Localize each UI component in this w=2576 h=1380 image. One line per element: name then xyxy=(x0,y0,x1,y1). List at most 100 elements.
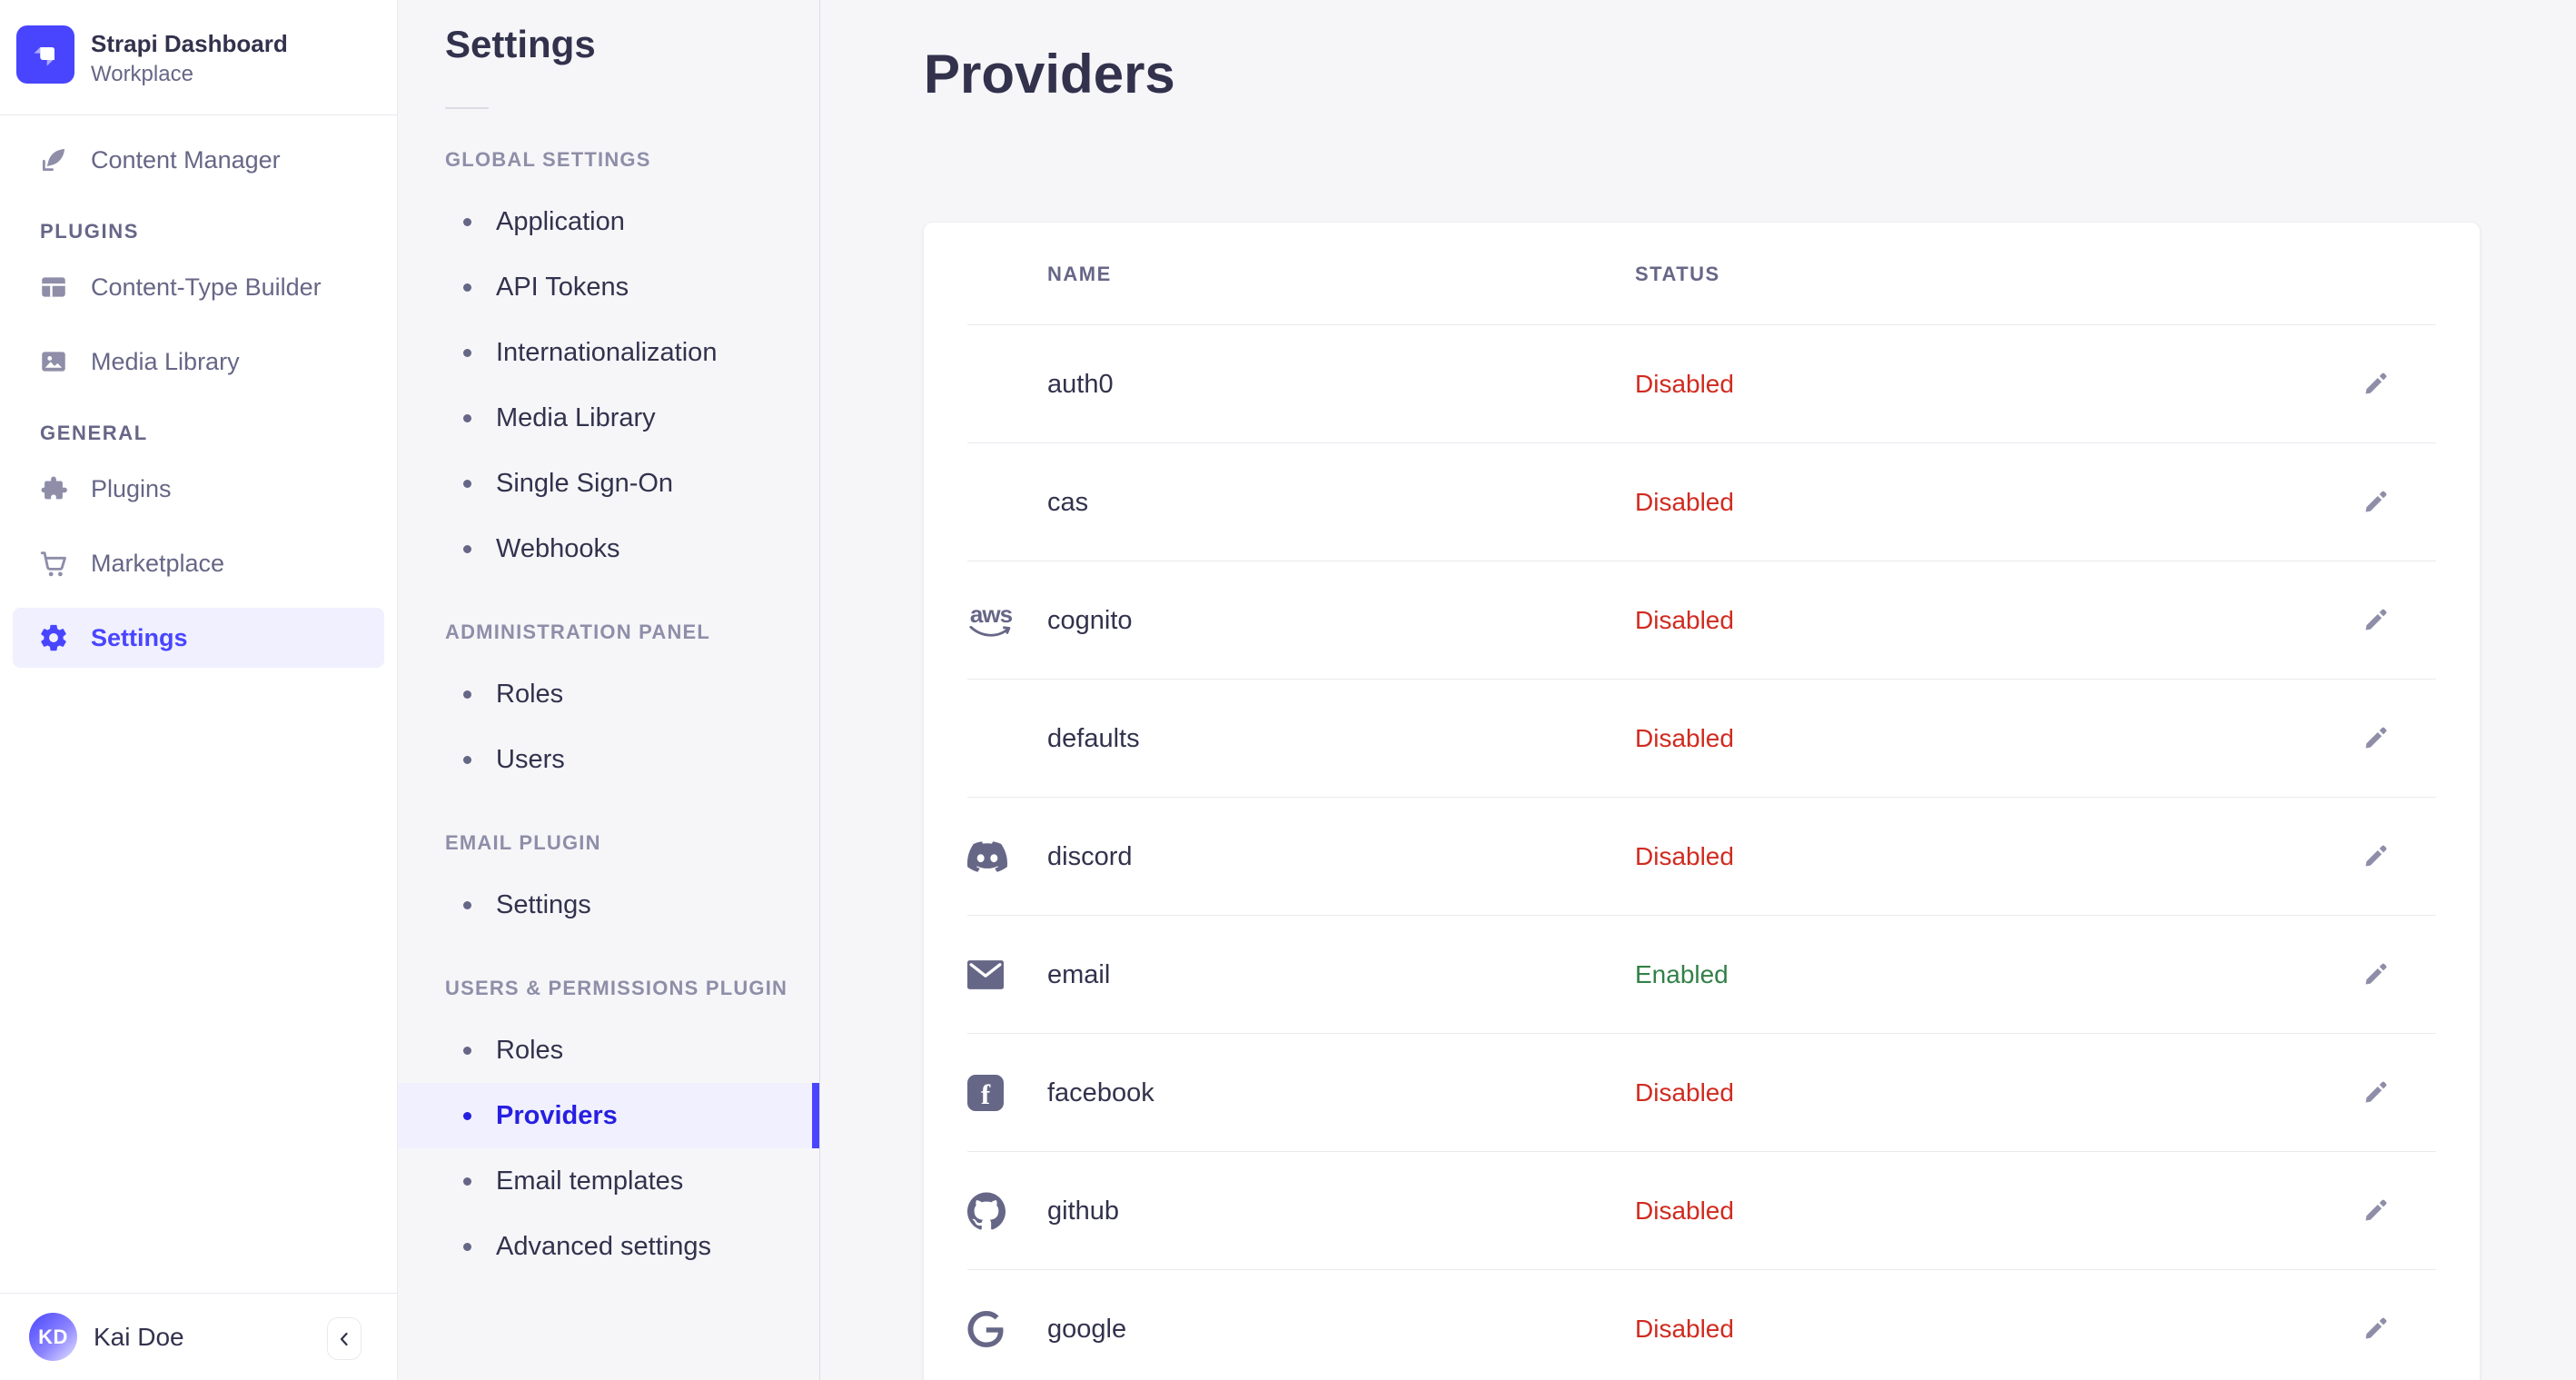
provider-icon-slot xyxy=(967,960,1047,989)
nav-item-label: Media Library xyxy=(91,347,240,375)
cart-icon xyxy=(38,548,69,579)
provider-status: Disabled xyxy=(1635,1196,1734,1225)
edit-provider-button[interactable] xyxy=(2355,1309,2395,1349)
nav-item-media-library[interactable]: Media Library xyxy=(13,332,384,392)
nav-section-general: GENERAL xyxy=(40,422,148,444)
pencil-icon xyxy=(2365,1199,2387,1221)
provider-icon-slot xyxy=(967,837,1047,877)
sub-nav-item-media-library[interactable]: Media Library xyxy=(398,385,819,451)
provider-icon-slot xyxy=(967,1192,1047,1230)
name-column-header: NAME xyxy=(1047,262,1112,285)
table-header: NAME STATUS xyxy=(924,223,2480,325)
nav-item-label: Settings xyxy=(91,623,188,651)
sub-nav-item-label: Users xyxy=(496,744,565,774)
sub-section-email-plugin: EMAIL PLUGIN xyxy=(445,831,601,854)
provider-icon-slot xyxy=(967,1311,1047,1347)
table-row: defaults Disabled xyxy=(924,680,2480,798)
edit-provider-button[interactable] xyxy=(2355,482,2395,522)
sub-nav-item-email-templates[interactable]: Email templates xyxy=(398,1148,819,1214)
providers-table: NAME STATUS auth0 Disabled cas Disabled xyxy=(924,223,2480,1380)
edit-provider-button[interactable] xyxy=(2355,1073,2395,1113)
sub-nav-item-internationalization[interactable]: Internationalization xyxy=(398,320,819,385)
sub-nav-item-label: Email templates xyxy=(496,1166,684,1196)
sub-nav-list: Roles Users xyxy=(398,661,819,792)
provider-status: Enabled xyxy=(1635,960,1729,988)
edit-provider-button[interactable] xyxy=(2355,955,2395,995)
workspace-name: Workplace xyxy=(91,62,193,86)
edit-provider-button[interactable] xyxy=(2355,1191,2395,1231)
provider-status: Disabled xyxy=(1635,1315,1734,1343)
facebook-icon: f xyxy=(967,1075,1004,1111)
nav-item-label: Plugins xyxy=(91,474,172,502)
table-row: f facebook Disabled xyxy=(924,1034,2480,1152)
sub-nav-item-admin-users[interactable]: Users xyxy=(398,727,819,792)
feather-icon xyxy=(38,144,69,175)
sub-nav-item-label: Single Sign-On xyxy=(496,468,674,498)
provider-name: auth0 xyxy=(1047,369,1114,399)
sub-nav-item-application[interactable]: Application xyxy=(398,189,819,254)
settings-sub-navigation: Settings GLOBAL SETTINGS Application API… xyxy=(398,0,820,1380)
envelope-icon xyxy=(967,960,1004,989)
table-row: google Disabled xyxy=(924,1270,2480,1380)
pencil-icon xyxy=(2365,963,2387,985)
sub-nav-item-label: Providers xyxy=(496,1100,618,1130)
sub-nav-item-label: API Tokens xyxy=(496,272,629,302)
sub-nav-item-admin-roles[interactable]: Roles xyxy=(398,661,819,727)
puzzle-icon xyxy=(38,473,69,504)
sub-nav-item-providers[interactable]: Providers xyxy=(398,1083,819,1148)
provider-name: facebook xyxy=(1047,1077,1154,1107)
sub-section-global-settings: GLOBAL SETTINGS xyxy=(445,148,651,171)
image-icon xyxy=(38,346,69,377)
sub-nav-item-webhooks[interactable]: Webhooks xyxy=(398,516,819,581)
nav-item-marketplace[interactable]: Marketplace xyxy=(13,533,384,593)
page-title: Providers xyxy=(924,44,1175,104)
table-row: email Enabled xyxy=(924,916,2480,1034)
status-column-header: STATUS xyxy=(1635,262,1720,285)
provider-status: Disabled xyxy=(1635,1078,1734,1107)
sub-nav-item-email-settings[interactable]: Settings xyxy=(398,872,819,938)
nav-item-settings[interactable]: Settings xyxy=(13,608,384,668)
sub-nav-item-advanced-settings[interactable]: Advanced settings xyxy=(398,1214,819,1279)
edit-provider-button[interactable] xyxy=(2355,719,2395,759)
pencil-icon xyxy=(2365,1081,2387,1103)
main-navigation: Strapi Dashboard Workplace Content Manag… xyxy=(0,0,398,1380)
nav-item-content-type-builder[interactable]: Content-Type Builder xyxy=(13,257,384,317)
sub-nav-item-label: Application xyxy=(496,206,625,236)
pencil-icon xyxy=(2365,372,2387,394)
pencil-icon xyxy=(2365,1317,2387,1339)
gear-icon xyxy=(38,622,69,653)
provider-name: cas xyxy=(1047,487,1089,517)
sub-nav-item-label: Roles xyxy=(496,1035,564,1065)
layout-icon xyxy=(38,272,69,303)
table-row: auth0 Disabled xyxy=(924,325,2480,443)
edit-provider-button[interactable] xyxy=(2355,601,2395,640)
edit-provider-button[interactable] xyxy=(2355,837,2395,877)
provider-name: github xyxy=(1047,1196,1120,1226)
title-divider xyxy=(445,107,489,109)
sub-nav-item-up-roles[interactable]: Roles xyxy=(398,1018,819,1083)
sub-nav-item-single-sign-on[interactable]: Single Sign-On xyxy=(398,451,819,516)
table-row: cas Disabled xyxy=(924,443,2480,561)
sub-nav-item-label: Internationalization xyxy=(496,337,718,367)
nav-item-plugins[interactable]: Plugins xyxy=(13,459,384,519)
nav-section-plugins: PLUGINS xyxy=(40,220,139,243)
sub-nav-item-api-tokens[interactable]: API Tokens xyxy=(398,254,819,320)
provider-name: google xyxy=(1047,1314,1127,1344)
avatar[interactable]: KD xyxy=(29,1313,77,1361)
nav-item-content-manager[interactable]: Content Manager xyxy=(13,130,384,190)
user-name: Kai Doe xyxy=(94,1322,184,1351)
pencil-icon xyxy=(2365,609,2387,630)
sub-nav-item-label: Advanced settings xyxy=(496,1231,711,1261)
sub-nav-item-label: Webhooks xyxy=(496,533,620,563)
sub-section-users-permissions-plugin: USERS & PERMISSIONS PLUGIN xyxy=(445,977,788,999)
provider-icon-slot: aws xyxy=(967,602,1047,638)
edit-provider-button[interactable] xyxy=(2355,364,2395,404)
provider-name: cognito xyxy=(1047,605,1133,635)
aws-icon: aws xyxy=(967,602,1015,638)
collapse-sidebar-button[interactable] xyxy=(327,1317,362,1360)
sub-nav-list: Roles Providers Email templates Advanced… xyxy=(398,1018,819,1279)
pencil-icon xyxy=(2365,845,2387,867)
provider-name: defaults xyxy=(1047,723,1140,753)
provider-status: Disabled xyxy=(1635,370,1734,398)
nav-item-label: Marketplace xyxy=(91,549,225,577)
